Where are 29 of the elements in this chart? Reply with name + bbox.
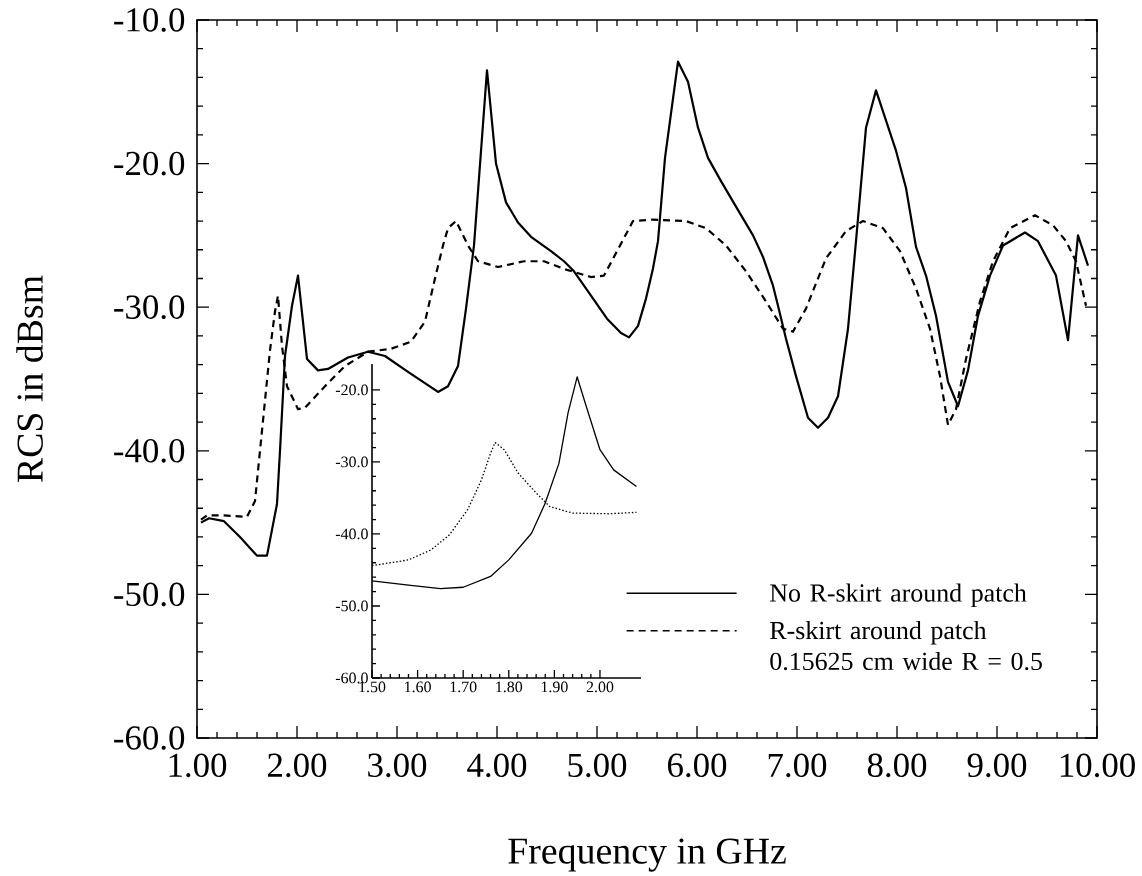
x-tick-label: 9.00 — [967, 753, 1027, 778]
x-tick-label: 4.00 — [467, 753, 527, 778]
y-tick-label: -40.0 — [114, 438, 185, 463]
x-tick-label: 1.70 — [450, 681, 477, 693]
x-tick-label: 1.80 — [496, 681, 523, 693]
y-tick-label: -50.0 — [335, 600, 368, 612]
x-tick-label: 6.00 — [667, 753, 727, 778]
x-tick-label: 5.00 — [568, 753, 627, 778]
legend-label: No R-skirt around patch — [770, 583, 1027, 608]
x-tick-label: 2.00 — [268, 753, 327, 778]
legend-label: R-skirt around patch 0.15625 cm wide R = 0.5 — [770, 621, 1042, 671]
x-tick-label: 2.00 — [586, 681, 614, 693]
y-tick-label: -20.0 — [335, 384, 368, 396]
x-tick-label: 1.00 — [169, 753, 227, 778]
y-axis-title: RCS in dBsm — [16, 275, 43, 483]
x-tick-label: 7.00 — [768, 753, 827, 778]
y-tick-label: -10.0 — [114, 8, 185, 32]
x-tick-label: 10.00 — [1060, 753, 1135, 778]
x-tick-label: 3.00 — [368, 753, 427, 778]
y-tick-label: -40.0 — [335, 528, 368, 540]
x-tick-label: 8.00 — [867, 753, 927, 778]
y-tick-label: -30.0 — [335, 456, 368, 468]
x-axis-title: Frequency in GHz — [508, 838, 786, 872]
x-tick-label: 1.60 — [405, 681, 431, 693]
y-tick-label: -30.0 — [114, 295, 185, 320]
y-tick-label: -50.0 — [114, 582, 185, 607]
y-tick-label: -60.0 — [114, 726, 185, 750]
y-tick-label: -20.0 — [114, 151, 185, 176]
x-tick-label: 1.90 — [541, 681, 568, 693]
